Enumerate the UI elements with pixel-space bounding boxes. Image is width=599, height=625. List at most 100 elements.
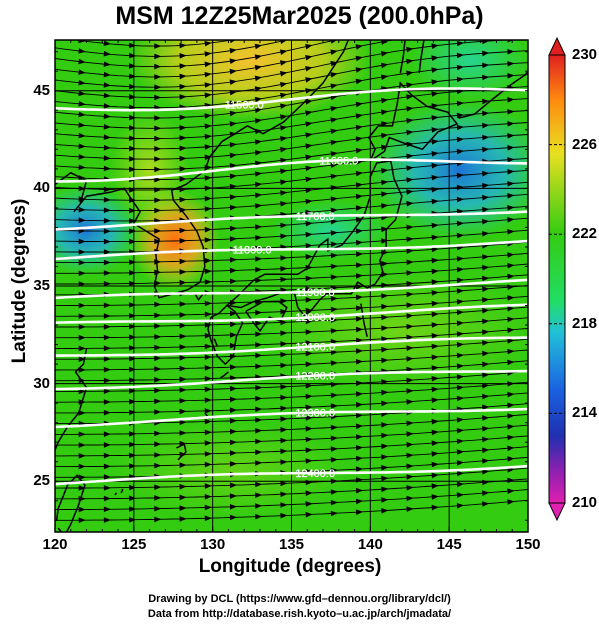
wind-arrow-icon bbox=[129, 156, 137, 162]
wind-arrow-icon bbox=[305, 393, 313, 400]
wind-arrow-icon bbox=[482, 415, 490, 421]
wind-arrow-icon bbox=[355, 348, 364, 354]
wind-arrow-icon bbox=[482, 264, 490, 271]
wind-arrow-icon bbox=[355, 305, 364, 311]
wind-arrow-icon bbox=[204, 226, 212, 233]
wind-arrow-icon bbox=[280, 114, 288, 120]
wind-arrow-icon bbox=[280, 125, 288, 131]
wind-arrow-icon bbox=[355, 391, 364, 397]
wind-arrow-icon bbox=[305, 436, 313, 443]
wind-arrow-icon bbox=[482, 383, 490, 389]
wind-arrow-icon bbox=[229, 131, 237, 138]
wind-arrow-icon bbox=[179, 376, 187, 383]
wind-arrow-icon bbox=[129, 187, 137, 193]
wind-arrow-icon bbox=[279, 60, 288, 66]
wind-arrow-icon bbox=[507, 181, 515, 187]
wind-arrow-icon bbox=[280, 437, 288, 444]
wind-arrow-icon bbox=[154, 94, 162, 101]
wind-arrow-icon bbox=[78, 48, 86, 54]
wind-arrow-icon bbox=[280, 103, 288, 110]
wind-arrow-icon bbox=[129, 441, 137, 448]
wind-arrow-icon bbox=[128, 52, 137, 59]
wind-arrow-icon bbox=[406, 474, 414, 480]
wind-arrow-icon bbox=[280, 26, 288, 33]
x-tick-label: 140 bbox=[357, 536, 383, 553]
wind-arrow-icon bbox=[129, 366, 137, 373]
wind-arrow-icon bbox=[507, 284, 515, 290]
wind-arrow-icon bbox=[456, 374, 464, 380]
wind-arrow-icon bbox=[103, 144, 111, 151]
wind-arrow-icon bbox=[305, 329, 313, 335]
wind-arrow-icon bbox=[154, 409, 162, 415]
wind-arrow-icon bbox=[103, 249, 111, 255]
wind-arrow-icon bbox=[482, 286, 490, 292]
wind-arrow-icon bbox=[254, 64, 263, 71]
wind-arrow-icon bbox=[482, 447, 490, 454]
wind-arrow-icon bbox=[456, 481, 464, 488]
wind-arrow-icon bbox=[456, 148, 464, 155]
wind-arrow-icon bbox=[154, 484, 162, 490]
wind-arrow-icon bbox=[229, 504, 237, 510]
wind-arrow-icon bbox=[406, 82, 414, 88]
wind-arrow-icon bbox=[103, 92, 111, 99]
wind-arrow-icon bbox=[255, 277, 263, 284]
wind-arrow-icon bbox=[431, 103, 439, 109]
wind-arrow-icon bbox=[507, 338, 515, 344]
wind-arrow-icon bbox=[280, 222, 288, 229]
wind-arrow-icon bbox=[154, 53, 162, 60]
wind-arrow-icon bbox=[204, 418, 212, 425]
wind-arrow-icon bbox=[355, 466, 364, 472]
wind-arrow-icon bbox=[280, 362, 288, 369]
wind-arrow-icon bbox=[255, 299, 263, 305]
wind-arrow-icon bbox=[431, 0, 439, 1]
wind-arrow-icon bbox=[406, 129, 414, 136]
wind-arrow-icon bbox=[280, 276, 288, 283]
wind-arrow-icon bbox=[380, 97, 389, 104]
wind-arrow-icon bbox=[456, 503, 464, 509]
wind-arrow-icon bbox=[179, 516, 187, 522]
wind-arrow-icon bbox=[507, 434, 515, 441]
wind-arrow-icon bbox=[482, 50, 490, 57]
wind-arrow-icon bbox=[280, 179, 288, 185]
wind-arrow-icon bbox=[255, 449, 263, 456]
wind-arrow-icon bbox=[280, 298, 288, 304]
wind-arrow-icon bbox=[78, 259, 86, 266]
wind-arrow-icon bbox=[204, 51, 212, 57]
wind-arrow-icon bbox=[482, 490, 490, 496]
wind-arrow-icon bbox=[204, 82, 212, 88]
wind-arrow-icon bbox=[482, 206, 490, 213]
wind-arrow-icon bbox=[229, 428, 237, 435]
wind-arrow-icon bbox=[406, 10, 414, 17]
wind-arrow-icon bbox=[330, 510, 338, 517]
wind-arrow-icon bbox=[280, 201, 288, 207]
wind-arrow-icon bbox=[482, 501, 490, 507]
wind-arrow-icon bbox=[456, 52, 464, 59]
coastline bbox=[399, 40, 406, 74]
wind-arrow-icon bbox=[456, 288, 464, 294]
wind-arrow-icon bbox=[78, 206, 86, 213]
wind-arrow-icon bbox=[330, 435, 338, 442]
wind-arrow-icon bbox=[431, 354, 439, 361]
wind-arrow-icon bbox=[431, 279, 439, 285]
wind-arrow-icon bbox=[406, 94, 414, 100]
wind-arrow-icon bbox=[78, 58, 86, 65]
wind-arrow-icon bbox=[406, 200, 414, 207]
wind-arrow-icon bbox=[103, 207, 111, 214]
wind-arrow-icon bbox=[482, 231, 490, 237]
wind-arrow-icon bbox=[305, 501, 313, 507]
wind-arrow-icon bbox=[179, 505, 187, 511]
wind-arrow-icon bbox=[305, 415, 313, 421]
x-tick-label: 125 bbox=[121, 536, 147, 553]
wind-arrow-icon bbox=[381, 357, 389, 364]
wind-arrow-icon bbox=[330, 306, 338, 313]
wind-arrow-icon bbox=[482, 74, 490, 81]
wind-arrow-icon bbox=[179, 125, 187, 131]
wind-arrow-icon bbox=[103, 40, 111, 47]
wind-arrow-icon bbox=[431, 151, 439, 157]
wind-arrow-icon bbox=[254, 150, 263, 156]
wind-arrow-icon bbox=[456, 460, 464, 466]
wind-arrow-icon bbox=[204, 195, 212, 202]
wind-arrow-icon bbox=[305, 220, 313, 227]
wind-arrow-icon bbox=[78, 270, 86, 277]
wind-arrow-icon bbox=[280, 92, 288, 99]
